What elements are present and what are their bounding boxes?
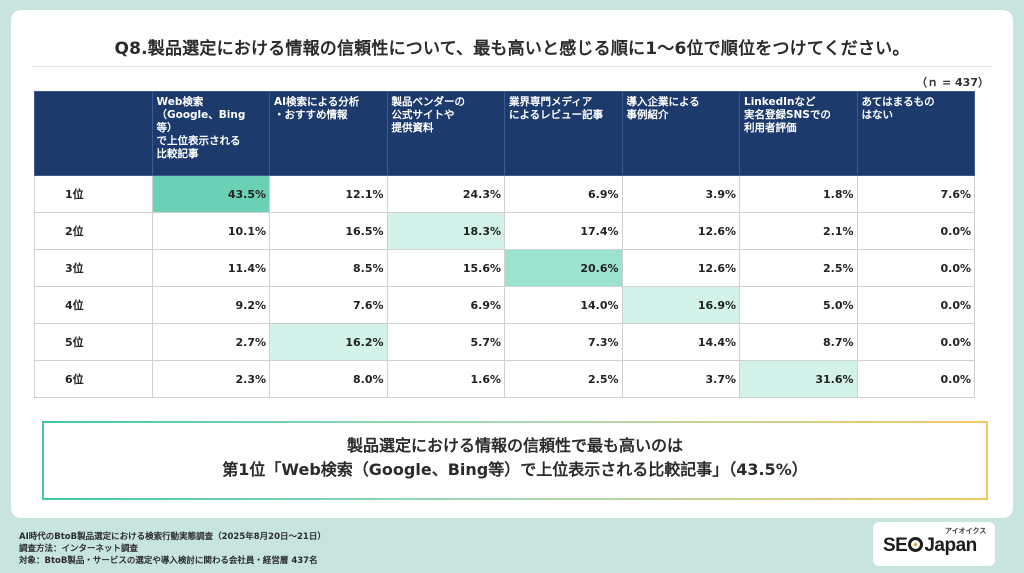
- header-web-search: Web検索 （Google、Bing 等） で上位表示される 比較記事: [151, 91, 270, 176]
- header-vendor-site: 製品ベンダーの 公式サイトや 提供資料: [386, 91, 505, 176]
- table-cell: 0.0%: [856, 249, 975, 287]
- rank-label: 5位: [34, 323, 153, 361]
- footer-target: 対象：BtoB製品・サービスの選定や導入検討に関わる会社員・経営層 437名: [19, 556, 318, 566]
- rank-label: 2位: [34, 212, 153, 250]
- footer-survey-title: AI時代のBtoB製品選定における検索行動実態調査（2025年8月20日〜21日…: [19, 532, 326, 542]
- table-cell: 10.1%: [151, 212, 270, 250]
- header-ai-search: AI検索による分析 ・おすすめ情報: [269, 91, 388, 176]
- table-cell: 1.8%: [739, 175, 858, 213]
- table-row: 6位 2.3% 8.0% 1.6% 2.5% 3.7% 31.6% 0.0%: [34, 360, 975, 398]
- table-cell: 14.0%: [504, 286, 623, 324]
- table-cell: 16.5%: [269, 212, 388, 250]
- table-row: 1位 43.5% 12.1% 24.3% 6.9% 3.9% 1.8% 7.6%: [34, 175, 975, 213]
- logo-right: Japan: [924, 535, 977, 556]
- table-cell: 0.0%: [856, 360, 975, 398]
- page-title: Q8.製品選定における情報の信頼性について、最も高いと感じる順に1〜6位で順位を…: [114, 39, 910, 59]
- table-cell: 15.6%: [386, 249, 505, 287]
- sample-size-label: （ｎ = 437）: [916, 76, 989, 89]
- seo-japan-logo: アイオイクス SE Japan: [873, 522, 995, 566]
- table-cell: 7.3%: [504, 323, 623, 361]
- table-cell: 6.9%: [386, 286, 505, 324]
- table-cell: 17.4%: [504, 212, 623, 250]
- title-divider: [31, 66, 993, 67]
- header-sns-review: LinkedInなど 実名登録SNSでの 利用者評価: [739, 91, 858, 176]
- table-cell: 5.0%: [739, 286, 858, 324]
- table-cell: 8.5%: [269, 249, 388, 287]
- table-row: 2位 10.1% 16.5% 18.3% 17.4% 12.6% 2.1% 0.0%: [34, 212, 975, 250]
- table-cell: 8.0%: [269, 360, 388, 398]
- table-cell: 5.7%: [386, 323, 505, 361]
- rank-label: 6位: [34, 360, 153, 398]
- logo-o-icon: [908, 537, 924, 552]
- footer-method: 調査方法：インターネット調査: [19, 544, 139, 554]
- table-row: 3位 11.4% 8.5% 15.6% 20.6% 12.6% 2.5% 0.0%: [34, 249, 975, 287]
- table-row: 5位 2.7% 16.2% 5.7% 7.3% 14.4% 8.7% 0.0%: [34, 323, 975, 361]
- table-cell: 43.5%: [151, 175, 270, 213]
- rank-label: 3位: [34, 249, 153, 287]
- table-cell: 18.3%: [386, 212, 505, 250]
- table-row: 4位 9.2% 7.6% 6.9% 14.0% 16.9% 5.0% 0.0%: [34, 286, 975, 324]
- header-industry-media: 業界専門メディア によるレビュー記事: [504, 91, 623, 176]
- logo-ruby: アイオイクス: [945, 527, 987, 535]
- table-cell: 16.9%: [621, 286, 740, 324]
- table-cell: 1.6%: [386, 360, 505, 398]
- table-cell: 11.4%: [151, 249, 270, 287]
- table-cell: 8.7%: [739, 323, 858, 361]
- ranking-table: Web検索 （Google、Bing 等） で上位表示される 比較記事 AI検索…: [34, 91, 975, 398]
- table-body: 1位 43.5% 12.1% 24.3% 6.9% 3.9% 1.8% 7.6% 2位 10.1%…: [34, 175, 975, 398]
- table-cell: 7.6%: [856, 175, 975, 213]
- table-header-row: Web検索 （Google、Bing 等） で上位表示される 比較記事 AI検索…: [34, 91, 975, 176]
- table-cell: 16.2%: [269, 323, 388, 361]
- table-cell: 14.4%: [621, 323, 740, 361]
- header-none: あてはまるもの はない: [856, 91, 975, 176]
- header-corner: [34, 91, 153, 176]
- table-cell: 9.2%: [151, 286, 270, 324]
- summary-box: 製品選定における情報の信頼性で最も高いのは 第1位「Web検索（Google、B…: [42, 421, 988, 500]
- table-cell: 12.6%: [621, 212, 740, 250]
- table-cell: 24.3%: [386, 175, 505, 213]
- logo-wordmark: SE Japan: [883, 535, 977, 557]
- logo-left: SE: [883, 535, 908, 556]
- table-cell: 2.5%: [504, 360, 623, 398]
- header-case-study: 導入企業による 事例紹介: [621, 91, 740, 176]
- summary-line-2: 第1位「Web検索（Google、Bing等）で上位表示される比較記事」（43.…: [222, 460, 808, 479]
- table-cell: 3.7%: [621, 360, 740, 398]
- table-cell: 12.1%: [269, 175, 388, 213]
- table-cell: 31.6%: [739, 360, 858, 398]
- table-cell: 0.0%: [856, 323, 975, 361]
- rank-label: 4位: [34, 286, 153, 324]
- table-cell: 0.0%: [856, 212, 975, 250]
- table-cell: 2.1%: [739, 212, 858, 250]
- table-cell: 2.3%: [151, 360, 270, 398]
- summary-line-1: 製品選定における情報の信頼性で最も高いのは: [346, 436, 683, 455]
- rank-label: 1位: [34, 175, 153, 213]
- table-cell: 3.9%: [621, 175, 740, 213]
- table-cell: 2.7%: [151, 323, 270, 361]
- table-cell: 2.5%: [739, 249, 858, 287]
- table-cell: 20.6%: [504, 249, 623, 287]
- table-cell: 6.9%: [504, 175, 623, 213]
- survey-footer: AI時代のBtoB製品選定における検索行動実態調査（2025年8月20日〜21日…: [19, 531, 326, 567]
- table-cell: 0.0%: [856, 286, 975, 324]
- table-cell: 7.6%: [269, 286, 388, 324]
- table-cell: 12.6%: [621, 249, 740, 287]
